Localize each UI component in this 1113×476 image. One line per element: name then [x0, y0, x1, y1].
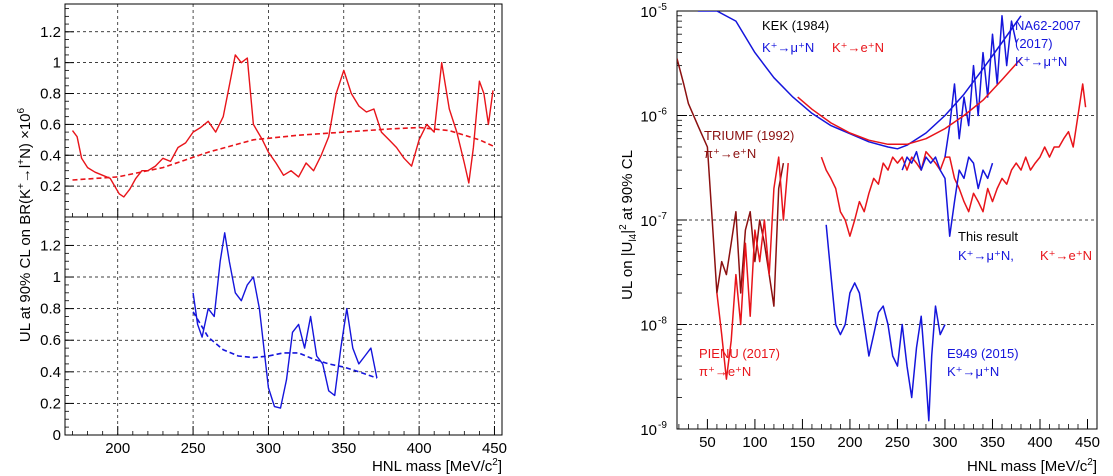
y-tick-exponent: -8	[658, 316, 667, 327]
y-tick-label: 10	[640, 109, 657, 126]
y-tick-label: 1	[53, 55, 61, 72]
left-xlabel: HNL mass [MeV/c2]	[372, 457, 502, 475]
series-line	[677, 58, 785, 307]
left-bottom-series	[192, 232, 378, 409]
x-tick-label: 250	[885, 434, 910, 451]
label-kek-mu: K⁺→μ⁺N	[762, 40, 814, 55]
y-tick-label: 0.2	[40, 178, 61, 195]
label-na62-mu: K⁺→μ⁺N	[1015, 54, 1067, 69]
right-grid	[677, 115, 1097, 325]
y-tick-exponent: -7	[658, 211, 667, 222]
x-tick-label: 350	[980, 434, 1005, 451]
left-top-ticks: 0.2 0.4 0.6 0.8 1 1.2	[40, 8, 495, 218]
y-tick-label: 0.4	[40, 147, 61, 164]
left-ylabel: UL at 90% CL on BR(K+→l+N) ×106	[16, 107, 34, 342]
series-line	[192, 311, 378, 379]
series-line	[192, 232, 378, 409]
y-tick-label: 0.6	[40, 116, 61, 133]
series-line	[797, 58, 1022, 146]
y-tick-label: 1.2	[40, 24, 61, 41]
x-tick-label: 200	[837, 434, 862, 451]
x-tick-label: 250	[181, 440, 206, 457]
x-tick-label: 400	[1027, 434, 1052, 451]
y-tick-label: 0.6	[40, 332, 61, 349]
y-tick-label: 0.8	[40, 301, 61, 318]
label-e949: E949 (2015)	[947, 346, 1019, 361]
series-line	[820, 83, 1087, 237]
x-tick-label: 50	[699, 434, 716, 451]
label-kek-e: K⁺→e⁺N	[832, 40, 884, 55]
y-tick-exponent: -6	[658, 107, 667, 118]
y-tick-label: 0.4	[40, 364, 61, 381]
y-tick-label: 1.2	[40, 237, 61, 254]
series-line	[901, 150, 994, 237]
y-tick-label: 10	[640, 422, 657, 439]
x-tick-label: 300	[256, 440, 281, 457]
x-tick-label: 200	[105, 440, 130, 457]
y-tick-exponent: -9	[658, 420, 667, 431]
y-tick-label: 0	[53, 427, 61, 444]
y-tick-label: 0.2	[40, 395, 61, 412]
label-pienu-pi: π⁺→e⁺N	[699, 364, 751, 379]
x-tick-label: 100	[742, 434, 767, 451]
left-top-plot: 0.2 0.4 0.6 0.8 1 1.2	[40, 3, 503, 218]
right-ylabel: UL on |Ul4|2 at 90% CL	[618, 150, 639, 300]
label-na62-year: (2017)	[1015, 36, 1053, 51]
x-tick-label: 350	[331, 440, 356, 457]
series-line	[825, 224, 946, 422]
y-tick-exponent: -5	[658, 2, 667, 13]
y-tick-label: 1	[53, 269, 61, 286]
series-line	[697, 11, 1022, 150]
series-line	[944, 15, 1017, 158]
label-triumf: TRIUMF (1992)	[704, 128, 794, 143]
left-bottom-ticks: 0 0.2 0.4 0.6 0.8 1 1.2 200 250 300 350 400 450	[40, 221, 507, 457]
left-top-grid	[65, 4, 502, 217]
x-tick-label: 450	[482, 440, 507, 457]
y-tick-label: 10	[640, 4, 657, 21]
x-tick-label: 150	[790, 434, 815, 451]
right-plot: 10-910-810-710-610 -550 100 150 200 250 300 350…	[640, 2, 1100, 451]
label-e949-mu: K⁺→μ⁺N	[947, 364, 999, 379]
y-tick-label: 10	[640, 318, 657, 335]
right-xlabel: HNL mass [MeV/c2]	[967, 457, 1097, 475]
y-tick-label: 0.8	[40, 86, 61, 103]
series-line	[71, 54, 494, 198]
left-bottom-grid	[65, 217, 502, 436]
series-line	[72, 126, 494, 181]
left-bottom-plot: 0 0.2 0.4 0.6 0.8 1 1.2 200 250 300 350 400 450	[40, 216, 507, 457]
label-this: This result	[958, 229, 1018, 244]
left-bottom-frame	[64, 216, 503, 436]
x-tick-label: 450	[1075, 434, 1100, 451]
label-triumf-pi: π⁺→e⁺N	[704, 146, 756, 161]
right-series	[677, 11, 1087, 422]
label-pienu: PIENU (2017)	[699, 346, 780, 361]
right-ticks: 10-910-810-710-610 -550 100 150 200 250 300 350…	[640, 2, 1100, 451]
label-this-mu: K⁺→μ⁺N,	[958, 248, 1014, 263]
label-kek: KEK (1984)	[762, 18, 829, 33]
x-tick-label: 300	[932, 434, 957, 451]
label-this-e: K⁺→e⁺N	[1040, 248, 1092, 263]
x-tick-label: 400	[407, 440, 432, 457]
left-top-series	[71, 54, 494, 198]
series-line	[716, 156, 789, 380]
y-tick-label: 10	[640, 213, 657, 230]
label-na62: NA62-2007	[1015, 18, 1081, 33]
